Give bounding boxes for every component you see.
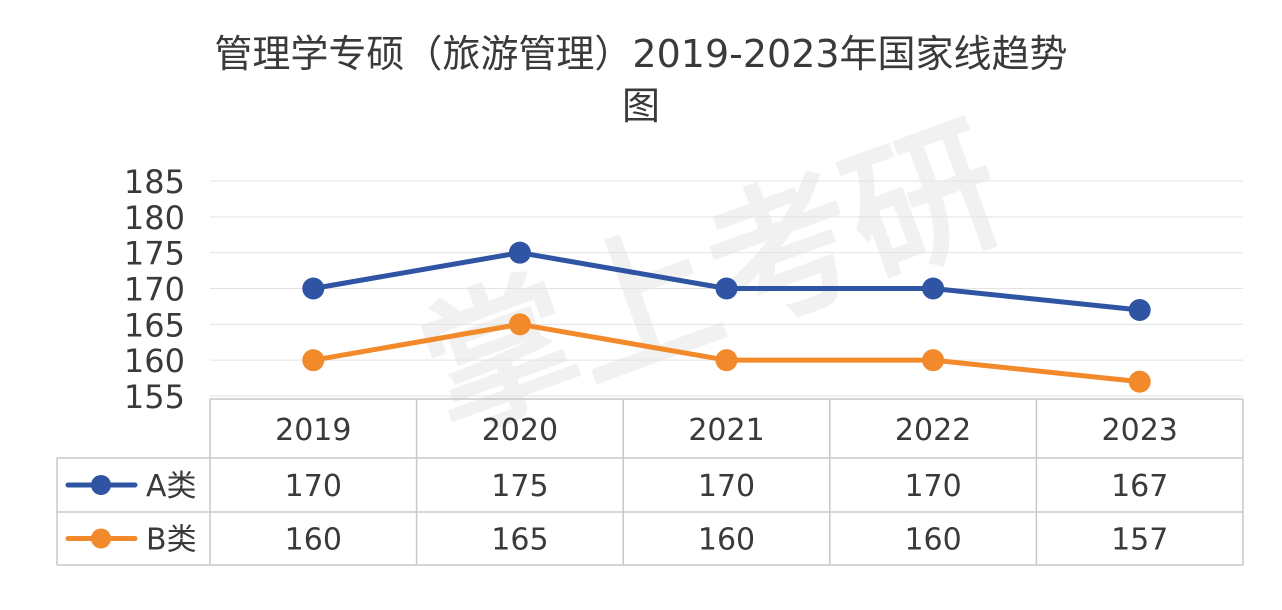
- legend-marker: [91, 528, 111, 549]
- table-cell-value: 170: [285, 469, 342, 504]
- y-tick-label: 180: [124, 199, 185, 237]
- table-cell-value: 175: [491, 469, 548, 504]
- data-point: [1128, 299, 1151, 321]
- table-cell-value: 170: [698, 469, 755, 504]
- data-point: [1128, 370, 1151, 393]
- table-cell-value: 170: [904, 469, 961, 504]
- data-point: [922, 277, 945, 300]
- data-point: [922, 349, 945, 372]
- data-point: [508, 241, 531, 264]
- data-point: [715, 277, 738, 300]
- legend-marker: [91, 475, 111, 495]
- x-category-label: 2021: [688, 413, 764, 448]
- table-cell-value: 160: [904, 523, 961, 558]
- table-cell-value: 160: [285, 523, 342, 558]
- chart-title-line-1: 管理学专硕（旅游管理）2019-2023年国家线趋势: [214, 32, 1067, 76]
- y-tick-label: 185: [124, 163, 185, 201]
- data-point: [715, 349, 738, 372]
- table-cell-value: 157: [1111, 523, 1168, 558]
- chart-title-line-2: 图: [622, 84, 660, 128]
- x-category-label: 2022: [895, 413, 971, 448]
- legend-label: A类: [146, 469, 197, 504]
- y-tick-label: 160: [124, 342, 185, 380]
- table-cell-value: 165: [491, 523, 548, 558]
- y-tick-label: 175: [124, 235, 185, 273]
- y-tick-label: 170: [124, 271, 185, 309]
- x-category-label: 2023: [1102, 413, 1178, 448]
- x-category-label: 2020: [482, 413, 558, 448]
- data-point: [302, 277, 325, 300]
- y-tick-label: 155: [124, 378, 185, 416]
- x-category-label: 2019: [275, 413, 351, 448]
- data-point: [508, 313, 531, 336]
- legend-label: B类: [146, 523, 197, 558]
- table-cell-value: 167: [1111, 469, 1168, 504]
- y-tick-label: 165: [124, 306, 185, 344]
- data-point: [302, 349, 325, 372]
- table-cell-value: 160: [698, 523, 755, 558]
